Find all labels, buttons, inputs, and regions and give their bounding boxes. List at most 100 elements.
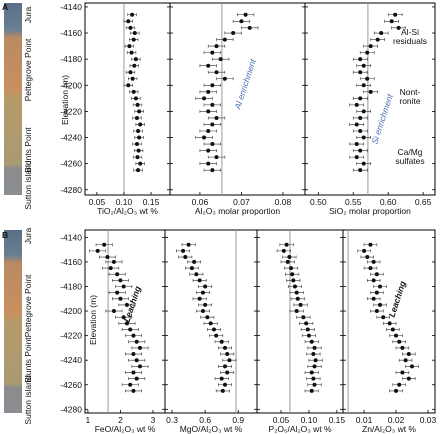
x-axis-label: Al₂O₃ molar proportion <box>195 206 280 216</box>
data-point <box>361 161 366 166</box>
annotation-line: ronite <box>399 96 421 106</box>
data-point <box>281 248 286 253</box>
data-point <box>136 168 141 173</box>
data-point <box>121 315 126 320</box>
data-point <box>203 284 208 289</box>
data-point <box>358 57 363 62</box>
data-point <box>400 370 405 375</box>
strat-label: Sutton island <box>23 160 33 209</box>
x-tick-label: 0.65 <box>415 197 432 207</box>
data-point <box>118 278 123 283</box>
data-point <box>206 89 211 94</box>
data-point <box>210 122 215 127</box>
data-point <box>394 333 399 338</box>
data-point <box>131 333 136 338</box>
data-point <box>358 96 363 101</box>
strat-label: Jura <box>23 6 33 23</box>
data-point <box>397 382 402 387</box>
data-point <box>394 388 399 393</box>
data-point <box>294 309 299 314</box>
data-point <box>389 19 394 24</box>
data-point <box>127 44 132 49</box>
data-point <box>311 352 316 357</box>
data-point <box>136 148 141 153</box>
plot-frame <box>256 229 344 414</box>
data-point <box>197 278 202 283</box>
data-point <box>206 109 211 114</box>
data-point <box>129 50 134 55</box>
data-point <box>406 352 411 357</box>
data-point <box>368 266 373 271</box>
y-tick-label: -4220 <box>60 331 82 341</box>
data-point <box>298 302 303 307</box>
data-point <box>368 44 373 49</box>
data-point <box>130 76 135 81</box>
data-point <box>371 296 376 301</box>
data-point <box>311 376 316 381</box>
data-point <box>95 248 100 253</box>
x-axis-label: SiO₂ molar proportion <box>329 206 411 216</box>
data-point <box>115 290 120 295</box>
data-point <box>130 12 135 17</box>
data-point <box>358 168 363 173</box>
y-tick-label: -4160 <box>60 28 82 38</box>
data-point <box>312 364 317 369</box>
data-point <box>365 50 370 55</box>
data-point <box>206 129 211 133</box>
data-point <box>108 266 113 271</box>
data-point <box>354 142 359 147</box>
y-axis-label: Elevation (m) <box>60 75 70 125</box>
data-point <box>223 345 228 350</box>
x-axis-label: P₂O₅/Al₂O₃ wt % <box>268 424 332 434</box>
x-tick-label: 0.10 <box>116 197 133 207</box>
data-point <box>375 37 380 42</box>
data-point <box>309 388 314 393</box>
data-point <box>115 272 120 277</box>
y-tick-label: -4220 <box>60 106 82 116</box>
data-point <box>358 148 363 153</box>
data-point <box>134 339 139 344</box>
x-tick-label: 0.08 <box>275 197 292 207</box>
data-point <box>289 266 294 271</box>
x-tick-label: 0.07 <box>233 197 250 207</box>
data-point <box>361 135 366 140</box>
data-point <box>305 327 310 332</box>
data-point <box>136 129 141 133</box>
data-point <box>205 315 210 320</box>
x-axis-label: Zn/Al₂O₃ wt % <box>362 424 416 434</box>
data-point <box>219 376 224 381</box>
data-point <box>134 142 139 147</box>
annotation-line: Leaching <box>387 279 408 318</box>
strat-label: Blunts Point <box>23 127 33 173</box>
x-tick-label: 1 <box>86 415 91 425</box>
y-tick-label: -4280 <box>60 185 82 195</box>
data-point <box>214 333 219 338</box>
data-point <box>210 83 215 88</box>
strat-label: Jura <box>23 227 33 244</box>
data-point <box>206 63 211 68</box>
data-point <box>118 296 123 301</box>
x-tick-label: 0.9 <box>232 415 244 425</box>
data-point <box>284 242 289 247</box>
annotation: Nont-ronite <box>399 87 421 106</box>
data-point <box>121 284 126 289</box>
data-point <box>210 102 215 107</box>
data-point <box>390 327 395 332</box>
data-point <box>291 278 296 283</box>
data-point <box>124 321 129 326</box>
data-point <box>186 242 191 247</box>
data-point <box>134 376 139 381</box>
annotation-line: Si enrichment <box>369 92 395 145</box>
data-point <box>290 272 295 277</box>
data-point <box>220 388 225 393</box>
data-point <box>202 96 207 101</box>
data-point <box>387 321 392 326</box>
data-point <box>197 296 202 301</box>
data-point <box>214 115 219 120</box>
data-point <box>368 89 373 94</box>
data-point <box>128 382 133 387</box>
annotation: Leaching <box>122 284 143 323</box>
data-point <box>397 339 402 344</box>
data-point <box>128 327 133 332</box>
data-point <box>301 315 306 320</box>
